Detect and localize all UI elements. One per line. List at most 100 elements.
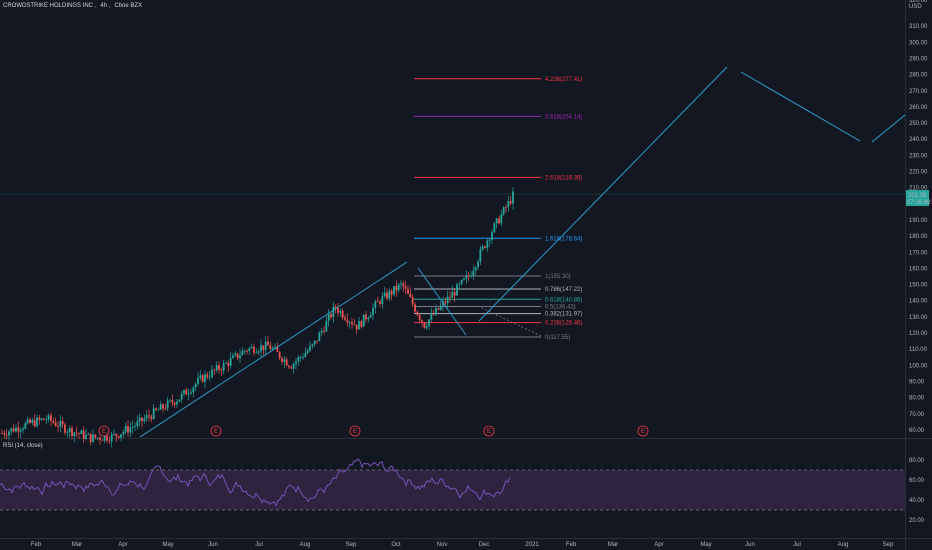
candle-body: [73, 432, 76, 436]
time-tick-label: May: [162, 542, 173, 548]
candle-body: [379, 301, 381, 305]
time-tick-label: Sep: [883, 542, 894, 548]
candle-body: [341, 310, 344, 318]
candle-body: [38, 417, 41, 420]
candle-body: [425, 326, 428, 328]
candle-body: [486, 240, 489, 248]
candle-body: [152, 408, 155, 419]
time-tick-label: Sep: [346, 542, 357, 548]
candle-body: [250, 346, 253, 349]
exchange-label: Cboe BZX: [114, 3, 143, 9]
candle-body: [481, 246, 484, 250]
price-tick-label: 170.00: [909, 250, 928, 256]
candle-body: [432, 313, 435, 315]
candle-body: [145, 415, 148, 419]
projection-arrow-up: [478, 66, 728, 322]
candle-body: [131, 426, 134, 428]
price-tick-label: 160.00: [909, 266, 928, 272]
candle-body: [171, 400, 174, 403]
time-tick-label: May: [700, 542, 711, 548]
candle-body: [463, 278, 465, 280]
candle-body: [474, 267, 477, 271]
candle-body: [337, 308, 339, 313]
time-tick-label: Dec: [479, 542, 490, 548]
price-tick-label: 280.00: [909, 73, 928, 79]
candle-body: [115, 433, 118, 437]
candle-body: [236, 353, 239, 358]
candle-body: [68, 427, 71, 433]
time-tick-label: Jul: [255, 542, 263, 548]
fib-level-label: 0.618(140.88): [545, 297, 582, 303]
earnings-marker: [210, 425, 222, 437]
price-tick-label: 60.00: [909, 428, 925, 434]
candle-body: [470, 275, 472, 277]
candle-body: [3, 433, 6, 435]
candle-body: [348, 322, 351, 323]
candle-body: [148, 415, 150, 417]
candle-body: [409, 293, 412, 298]
earnings-marker-label: E: [487, 429, 491, 435]
candle-body: [204, 374, 206, 382]
candle-body: [260, 345, 262, 352]
candle-body: [213, 369, 216, 371]
candle-body: [346, 319, 349, 323]
price-tick-label: 310.00: [909, 24, 928, 30]
candle-body: [318, 332, 321, 342]
candle-body: [36, 417, 38, 427]
candle-body: [5, 434, 8, 436]
candle-body: [211, 369, 213, 378]
candle-body: [113, 433, 115, 435]
candle-body: [509, 200, 512, 204]
candle-body: [374, 301, 377, 308]
candle-body: [108, 440, 111, 442]
candle-body: [362, 314, 365, 327]
price-tick-label: 90.00: [909, 379, 925, 385]
candle-body: [89, 433, 92, 442]
candle-body: [75, 432, 78, 434]
fib-level-label: 4.236(277.41): [545, 77, 582, 83]
time-tick-label: Aug: [300, 542, 311, 548]
price-tick-label: 150.00: [909, 283, 928, 289]
candle-body: [418, 315, 421, 321]
candle-body: [183, 390, 185, 394]
candle-body: [124, 426, 127, 432]
earnings-marker-label: E: [641, 429, 645, 435]
candle-body: [465, 275, 468, 279]
currency-label: USD: [909, 4, 922, 10]
candle-body: [33, 420, 36, 427]
candle-body: [453, 292, 456, 296]
fib-level-label: 2.618(216.39): [545, 175, 582, 181]
candle-body: [477, 261, 479, 268]
price-tick-label: 70.00: [909, 412, 925, 418]
earnings-marker: [349, 425, 361, 437]
candle-body: [505, 207, 507, 209]
candle-body: [17, 427, 20, 432]
candle-body: [414, 304, 416, 312]
rsi-tick-label: 40.00: [909, 498, 925, 504]
price-tick-label: 100.00: [909, 363, 928, 369]
candle-body: [225, 362, 227, 364]
price-tick-label: 300.00: [909, 40, 928, 46]
earnings-marker-label: E: [214, 429, 218, 435]
candle-body: [449, 296, 451, 298]
candle-body: [372, 307, 374, 316]
time-tick-label: Nov: [437, 542, 448, 548]
candle-body: [197, 377, 199, 384]
candle-body: [402, 283, 405, 287]
candle-body: [498, 218, 500, 224]
candle-body: [400, 283, 402, 285]
candle-body: [507, 200, 510, 208]
candle-body: [276, 347, 279, 352]
interval-label[interactable]: 4h: [100, 3, 108, 9]
current-price-tag: [906, 190, 929, 206]
candle-body: [458, 283, 461, 285]
candle-body: [388, 290, 391, 299]
candle-body: [143, 418, 146, 422]
candle-body: [85, 434, 87, 439]
fib-level-label: 0.5(136.43): [545, 304, 576, 310]
candle-body: [278, 351, 281, 359]
candle-body: [295, 361, 297, 364]
candle-body: [246, 350, 248, 352]
rsi-indicator-label[interactable]: RSI (14, close): [3, 443, 43, 449]
